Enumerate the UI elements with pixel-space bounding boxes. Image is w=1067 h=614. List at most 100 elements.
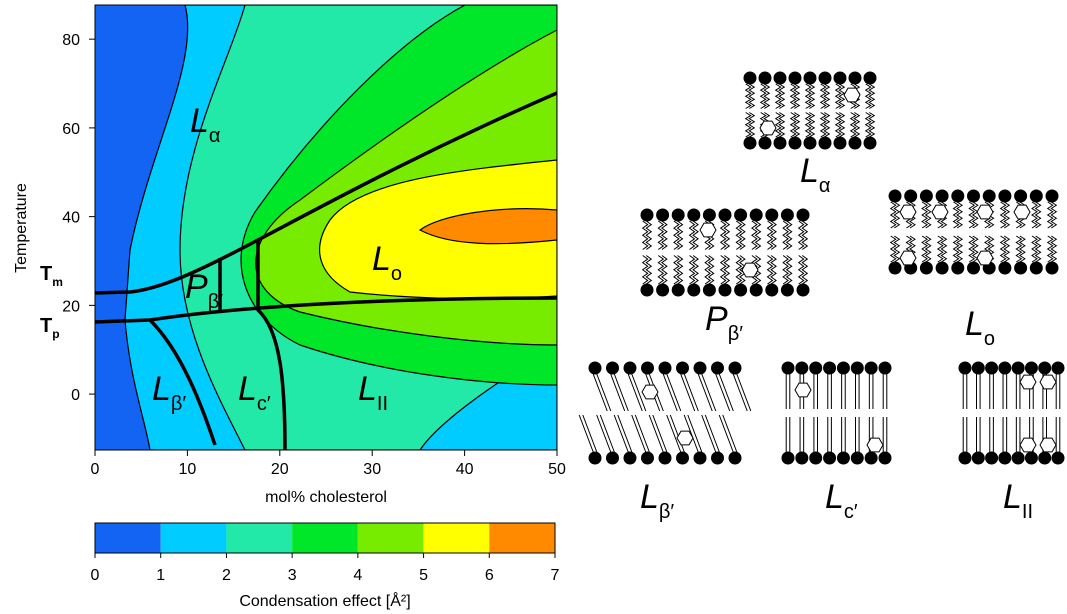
colorbar-tick-label: 2: [222, 567, 231, 584]
colorbar-tick-label: 5: [419, 567, 428, 584]
lipid-tail: [627, 373, 643, 412]
lipid-tail: [971, 201, 979, 229]
lipid-tail: [770, 255, 777, 285]
lipid-tail: [785, 220, 793, 250]
lipid-tail: [864, 112, 872, 138]
lipid-tail: [1031, 201, 1038, 229]
lipid-tail: [578, 414, 594, 453]
schematic-label-sub: α: [819, 175, 831, 197]
lipid-head: [863, 71, 877, 85]
phase-label: Lo: [372, 240, 402, 285]
schematic-label-main: L: [965, 305, 984, 343]
colorbar-segment: [489, 523, 555, 553]
lipid-tail: [853, 112, 861, 138]
phase-boundary: [148, 318, 217, 446]
lipid-head: [728, 451, 742, 465]
temperature-mark: Tp: [40, 315, 60, 341]
lipid-head: [676, 451, 689, 465]
lipid-tail: [789, 112, 797, 138]
lipid-tail: [968, 201, 976, 229]
colorbar-segment: [160, 523, 227, 553]
lipid-tail: [648, 414, 664, 453]
colorbar-label: Condensation effect [Å²]: [239, 591, 410, 610]
lipid-tail: [613, 373, 629, 412]
lipid-head: [919, 189, 933, 203]
lipid-tail: [952, 201, 960, 229]
plot-frame: [94, 4, 558, 451]
lipid-tail: [739, 255, 746, 285]
lipid-head: [985, 361, 999, 375]
lipid-tail: [804, 83, 812, 109]
phase-label-main: L: [152, 370, 171, 408]
lipid-head: [780, 208, 794, 222]
phase-label-main: L: [238, 370, 257, 408]
colorbar-tick-label: 4: [353, 567, 362, 584]
lipid-tail: [718, 373, 734, 412]
lipid-tail: [645, 220, 653, 250]
lipid-head: [796, 283, 810, 297]
cholesterol: [899, 250, 917, 266]
lipid-tail: [732, 373, 748, 412]
lipid-head: [850, 361, 864, 375]
lipid-head: [848, 71, 862, 85]
lipid-tail: [774, 83, 782, 109]
x-axis-label: mol% cholesterol: [265, 489, 387, 506]
lipid-head: [693, 361, 707, 375]
lipid-tail: [868, 83, 876, 109]
lipid-head: [836, 361, 850, 375]
lipid-tail: [924, 235, 932, 263]
schematic-label-main: L: [800, 152, 819, 190]
lipid-tail: [834, 112, 842, 138]
schematic-label: Lα: [800, 152, 830, 197]
lipid-tail: [893, 235, 901, 263]
lipid-tail: [617, 414, 633, 453]
phase-label-sub: o: [391, 263, 402, 285]
lipid-tail: [1018, 235, 1026, 263]
lipid-head: [1024, 361, 1038, 375]
phase-label: Lβ′: [152, 370, 186, 415]
lipid-head: [671, 283, 685, 297]
lipid-head: [1024, 451, 1038, 465]
lipid-tail: [599, 414, 615, 453]
lipid-head: [1038, 361, 1052, 375]
phase-label-sub: β′: [208, 291, 224, 313]
lipid-tail: [849, 112, 857, 138]
lipid-tail: [688, 255, 696, 285]
lipid-tail: [1046, 235, 1054, 263]
lipid-tail: [652, 414, 668, 453]
lipid-tail: [701, 373, 717, 412]
lipid-tail: [766, 220, 774, 250]
lipid-head: [728, 361, 742, 375]
lipid-tail: [763, 83, 771, 109]
lipid-head: [795, 451, 809, 465]
lipid-head: [809, 451, 823, 465]
lipid-head: [971, 451, 985, 465]
lipid-tail: [669, 414, 685, 453]
lipid-head: [765, 283, 779, 297]
lipid-head: [758, 136, 772, 150]
lipid-tail: [766, 255, 774, 285]
cholesterol: [641, 384, 659, 400]
lipid-tail: [697, 373, 713, 412]
lipid-tail: [1003, 201, 1011, 229]
lipid-head: [864, 361, 878, 375]
lipid-head: [687, 283, 701, 297]
lipid-tail: [797, 255, 805, 285]
lipid-tail: [793, 83, 801, 109]
lipid-tail: [1034, 201, 1042, 229]
x-tick-label: 30: [363, 461, 381, 478]
lipid-head: [749, 283, 763, 297]
lipid-tail: [692, 255, 699, 285]
lipid-tail: [662, 373, 678, 412]
lipid-tail: [692, 220, 699, 250]
lipid-tail: [673, 255, 680, 285]
cholesterol: [976, 204, 994, 220]
lipid-tail: [797, 220, 805, 250]
lipid-tail: [704, 255, 711, 285]
lipid-head: [1045, 189, 1059, 203]
lipid-tail: [823, 83, 831, 109]
lipid-tail: [676, 255, 684, 285]
lipid-head: [588, 361, 602, 375]
y-tick-label: 20: [62, 298, 80, 315]
temperature-mark-main: T: [40, 315, 52, 337]
